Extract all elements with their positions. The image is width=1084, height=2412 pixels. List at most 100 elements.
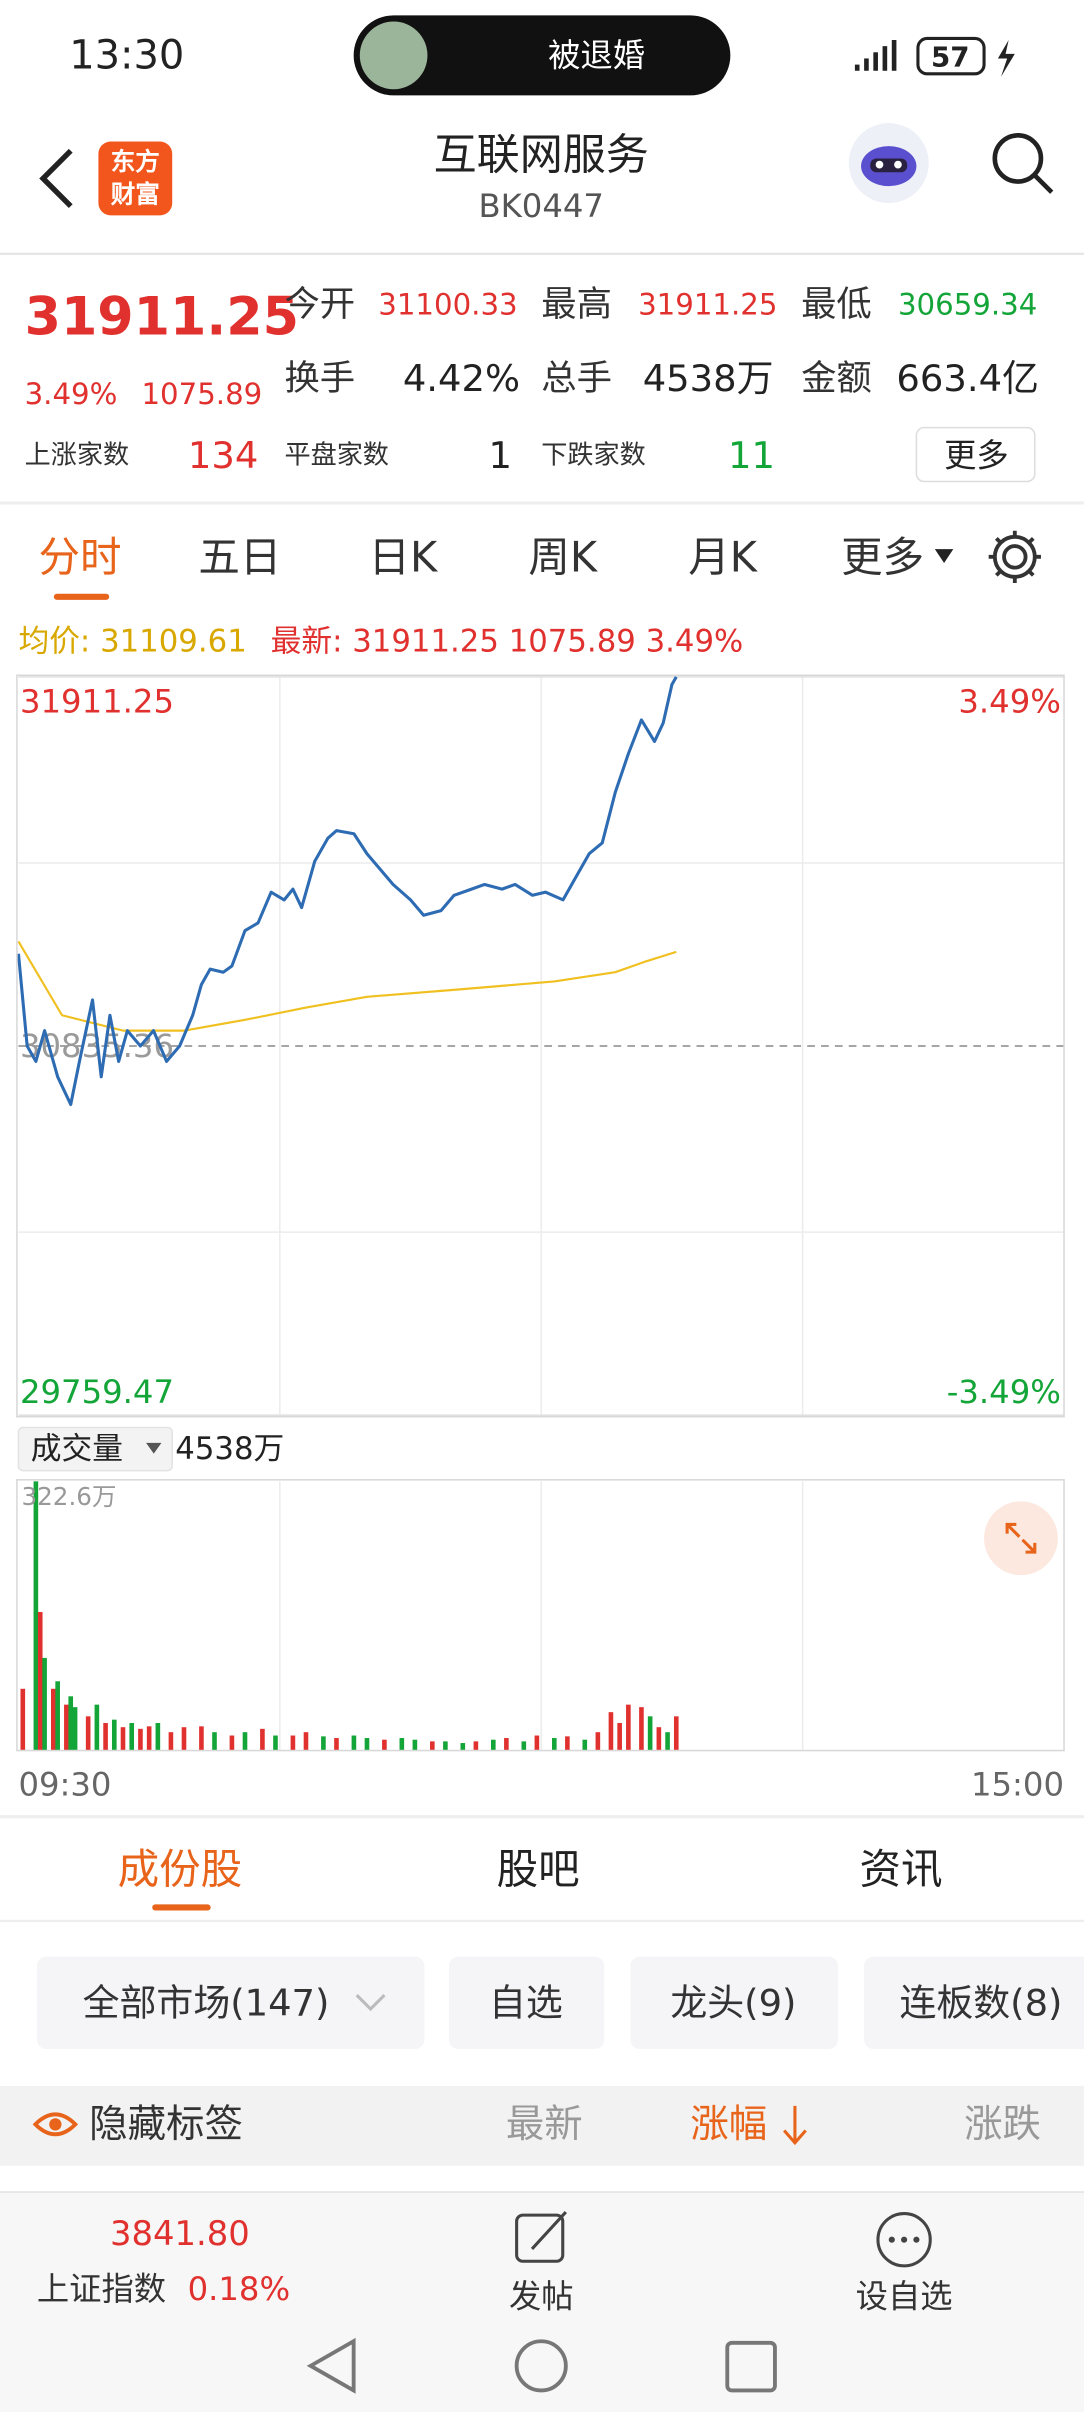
stat-label: 今开 [284,284,355,325]
divider [0,501,1084,505]
filter-chip[interactable] [36,1956,425,2049]
x-tick-label: 09:30 [18,1765,111,1803]
breadth-label: 下跌家数 [541,440,645,470]
volume-bar [212,1732,217,1751]
section-tab[interactable]: 股吧 [497,1844,580,1893]
search-button[interactable] [992,133,1054,194]
period-tab[interactable]: 分时 [38,532,121,581]
watchlist-icon[interactable] [876,2212,932,2268]
more-button[interactable] [915,426,1036,483]
volume-bar [20,1688,26,1751]
clock: 13:30 [69,32,184,78]
footer-action[interactable]: 设自选 [856,2278,953,2316]
avg-price: 均价: 31109.61 [18,623,246,659]
volume-bar [617,1723,622,1751]
period-tab[interactable]: 周K [528,532,599,581]
volume-bar [229,1735,235,1751]
change-amount: 1075.89 [141,377,262,411]
volume-bar [626,1704,631,1751]
volume-bar [42,1657,47,1751]
volume-bar [491,1739,496,1751]
hide-tags[interactable]: 隐藏标签 [89,2102,243,2147]
assistant-avatar[interactable] [848,123,929,204]
last-price: 31911.25 [25,286,299,347]
volume-bar [242,1732,248,1751]
volume-bar [168,1732,174,1751]
index-value: 3841.80 [110,2214,250,2253]
volume-bar [303,1732,309,1751]
notification-pill[interactable] [353,15,731,96]
post-icon[interactable] [515,2210,567,2263]
volume-bar [260,1728,265,1751]
volume-title: 成交量 [31,1431,123,1467]
stat-value: 30659.34 [898,288,1037,322]
settings-button[interactable] [988,530,1041,584]
volume-chart: 322.6万 09:30 15:00 [18,1481,1064,1803]
app-logo[interactable] [98,141,173,216]
period-tab[interactable]: 日K [368,532,439,581]
volume-bar [673,1716,679,1751]
footer [0,2192,1084,2412]
breadth-label: 平盘家数 [284,440,388,470]
volume-bar [430,1741,435,1751]
column-title[interactable]: 涨幅 [690,2102,767,2147]
breadth-value: 134 [188,434,258,477]
volume-bar [382,1739,387,1751]
period-tab[interactable]: 更多 [841,532,924,581]
nav-bar[interactable] [306,2337,777,2394]
change-pct: 3.49% [25,377,118,411]
more-label: 更多 [944,436,1009,474]
breadth-label: 上涨家数 [25,440,129,470]
stat-value: 4538万 [643,357,774,400]
sort-arrow [783,2105,807,2146]
period-tab[interactable]: 五日 [198,532,281,581]
dropdown-arrow [934,549,954,564]
column-title[interactable]: 最新 [506,2102,583,2147]
stat-label: 最低 [801,284,872,325]
volume-selector[interactable] [17,1426,173,1472]
filter-label: 连板数(8) [899,1981,1062,2024]
volume-bar [608,1712,614,1751]
expand-button[interactable] [984,1501,1058,1576]
filter-chip[interactable] [448,1956,605,2049]
divider [0,1919,1084,1923]
volume-bar [273,1735,278,1751]
filter-chip[interactable] [864,1956,1084,2049]
index-change: 0.18% [188,2270,291,2308]
volume-bar [504,1738,509,1751]
volume-bar [460,1743,466,1751]
section-tab[interactable]: 资讯 [860,1844,943,1893]
footer-action[interactable]: 发帖 [509,2278,574,2316]
tab-indicator [53,593,110,600]
filter-chip[interactable] [630,1956,838,2049]
volume-bar [50,1688,56,1751]
stat-label: 最高 [541,284,612,325]
column-title[interactable]: 涨跌 [964,2102,1041,2147]
battery-icon [916,36,986,76]
logo-text: 东方 [111,147,160,176]
y2-tick-label: 3.49% [958,682,1061,720]
stat-label: 金额 [801,358,872,399]
volume-bar [68,1696,74,1751]
charging-icon [997,39,1015,77]
stat-value: 31100.33 [378,288,517,322]
index-name[interactable]: 上证指数 [37,2270,166,2308]
period-tab[interactable]: 月K [688,532,759,581]
volume-bar [351,1735,357,1751]
dropdown-arrow [146,1442,162,1454]
y-tick-label: 29759.47 [20,1373,174,1411]
volume-bar [639,1707,644,1751]
logo-text: 财富 [111,179,160,208]
section-tab[interactable]: 成份股 [118,1844,243,1893]
back-button[interactable] [39,148,73,209]
filter-label: 自选 [489,1981,563,2024]
volume-bar [129,1723,135,1751]
volume-bar [94,1704,100,1751]
volume-bar [85,1716,91,1751]
period-tabs: 分时 五日 日K 周K 月K 更多 [38,532,924,581]
chart-frame [16,674,1065,1418]
volume-bar [155,1723,161,1751]
volume-bar [199,1726,204,1751]
